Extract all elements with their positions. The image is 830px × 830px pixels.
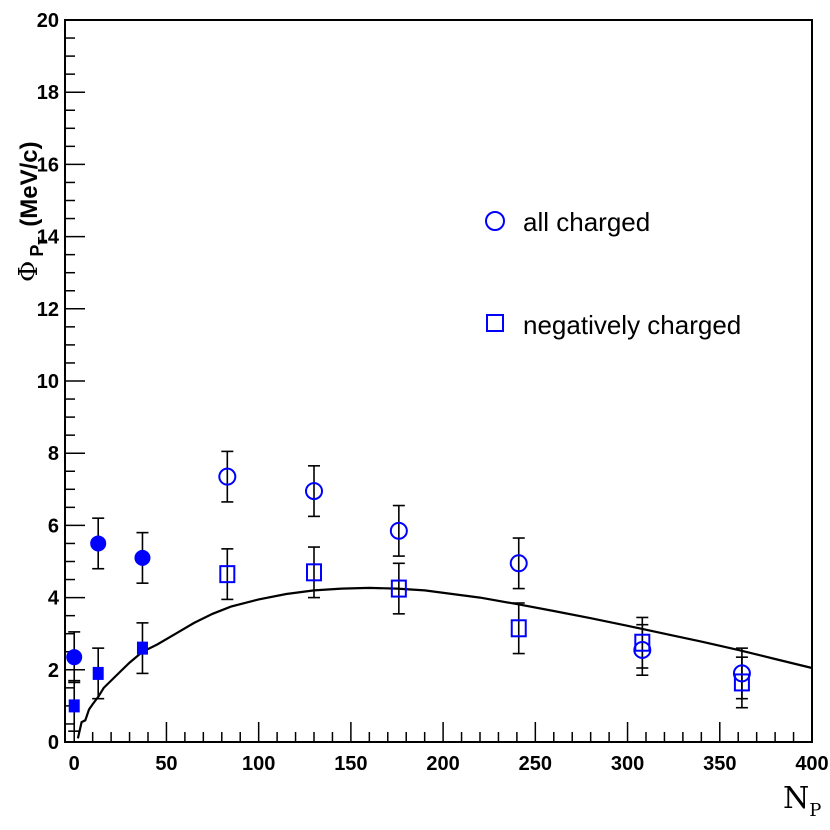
data-point-circle-open [509, 554, 528, 573]
x-axis-title-subscript: P [809, 800, 821, 821]
y-axis-title-unit: (MeV/c) [16, 141, 43, 226]
x-tick-label: 150 [334, 753, 367, 775]
y-axis-title-subscript: P [27, 245, 47, 257]
y-axis-title: ΦPT (MeV/c) [14, 141, 50, 282]
x-tick-label: 100 [242, 753, 275, 775]
x-axis-title: NP [783, 781, 821, 821]
data-point-circle-open [305, 482, 323, 501]
data-point-square-open [219, 565, 236, 584]
model-curve-group [76, 586, 813, 739]
y-axis-title-subsubscript: T [35, 237, 50, 245]
data-point-square-open [390, 579, 407, 598]
x-tick-label: 200 [426, 753, 459, 775]
x-tick-label: 400 [795, 753, 828, 775]
data-markers [66, 467, 751, 713]
data-point-circle-open [218, 467, 237, 486]
x-tick-label: 250 [519, 753, 552, 775]
y-tick-label: 14 [37, 227, 60, 249]
data-point-circle-filled [134, 549, 151, 566]
y-tick-label: 2 [48, 660, 59, 682]
y-tick-label: 0 [48, 732, 59, 754]
y-tick-label: 12 [37, 299, 59, 321]
legend-label-negatively-charged: negatively charged [523, 310, 741, 340]
y-tick-label: 4 [48, 588, 60, 610]
x-tick-label: 350 [703, 753, 736, 775]
y-axis-ticks: 0 2 4 6 8 10 12 14 16 18 20 [37, 10, 85, 754]
legend-marker-circle-icon [485, 211, 505, 231]
x-axis-title-main: N [783, 781, 809, 816]
data-point-square-open [306, 563, 322, 582]
data-point-circle-filled [66, 649, 83, 666]
model-curve [76, 586, 813, 739]
x-tick-label: 300 [611, 753, 644, 775]
y-tick-label: 16 [37, 154, 59, 176]
x-tick-label: 0 [69, 753, 80, 775]
data-point-square-filled [136, 641, 148, 655]
y-tick-label: 10 [37, 371, 59, 393]
x-axis-ticks: 0 50 100 150 200 250 300 350 400 [69, 722, 829, 775]
y-tick-label: 20 [37, 10, 59, 32]
data-point-square-filled [68, 699, 80, 713]
data-point-square-open [510, 619, 527, 638]
y-tick-label: 8 [48, 443, 59, 465]
data-point-square-open [733, 673, 750, 692]
y-tick-label: 6 [48, 515, 59, 537]
legend: all charged negatively charged [485, 207, 741, 340]
y-axis-title-symbol: Φ [14, 261, 44, 282]
y-tick-label: 18 [37, 82, 59, 104]
error-bars [68, 450, 748, 732]
data-point-square-open [634, 633, 651, 652]
data-point-square-filled [92, 666, 104, 680]
data-point-circle-open [732, 664, 751, 683]
data-point-circle-open [389, 521, 408, 540]
legend-marker-square-icon [486, 314, 504, 332]
legend-label-all-charged: all charged [523, 207, 650, 237]
x-tick-label: 50 [155, 753, 177, 775]
data-point-circle-filled [90, 535, 107, 552]
